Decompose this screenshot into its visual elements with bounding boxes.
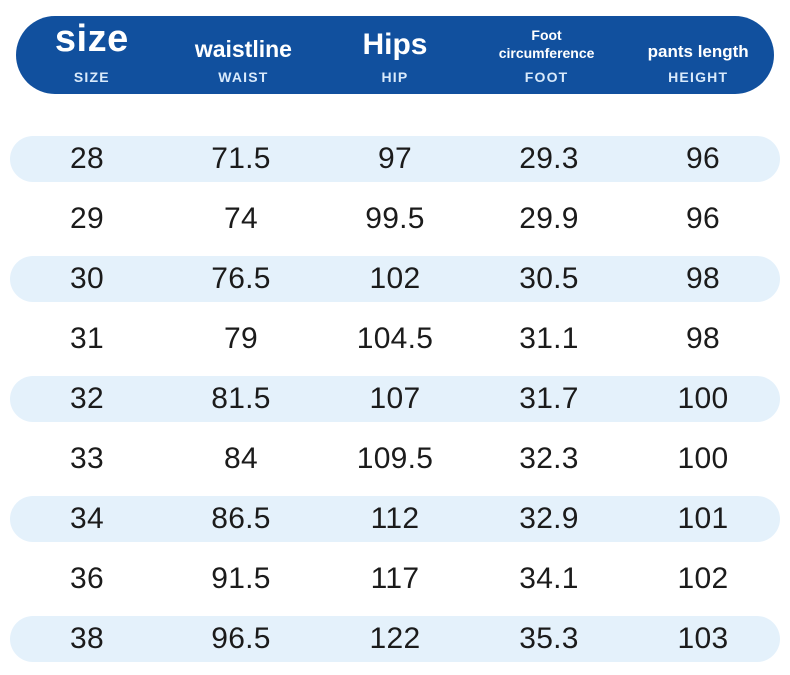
table-cell: 34.1 xyxy=(519,562,579,595)
table-cell: 33 xyxy=(70,442,104,475)
table-cell: 91.5 xyxy=(211,562,271,595)
table-cell: 98 xyxy=(686,262,720,295)
table-cell: 100 xyxy=(677,382,729,415)
table-row-pill: 31 79 104.5 31.1 98 xyxy=(10,316,780,362)
table-cell: 104.5 xyxy=(356,322,434,355)
table-row-pill: 38 96.5 122 35.3 103 xyxy=(10,616,780,662)
table-row-pill: 28 71.5 97 29.3 96 xyxy=(10,136,780,182)
header-sublabel-size: SIZE xyxy=(73,69,110,85)
table-cell: 74 xyxy=(224,202,258,235)
header-label-pants-length: pants length xyxy=(647,42,749,62)
table-row: 36 91.5 117 34.1 102 xyxy=(10,549,780,609)
header-col-foot-circumference: Foot circumference FOOT xyxy=(471,16,623,94)
table-cell: 76.5 xyxy=(211,262,271,295)
table-cell: 28 xyxy=(70,142,104,175)
table-cell: 112 xyxy=(370,502,420,535)
table-cell: 81.5 xyxy=(211,382,271,415)
table-cell: 32.3 xyxy=(519,442,579,475)
table-cell: 98 xyxy=(686,322,720,355)
table-row-pill: 33 84 109.5 32.3 100 xyxy=(10,436,780,482)
header-col-pants-length: pants length HEIGHT xyxy=(622,16,774,94)
table-cell: 117 xyxy=(370,562,420,595)
table-cell: 109.5 xyxy=(356,442,434,475)
table-row: 34 86.5 112 32.9 101 xyxy=(10,489,780,549)
header-sublabel-foot: FOOT xyxy=(524,69,569,85)
header-col-size: size SIZE xyxy=(16,16,168,94)
header-sublabel-waist: WAIST xyxy=(218,69,269,85)
table-cell: 29 xyxy=(70,202,104,235)
header-label-foot-circumference: Foot circumference xyxy=(498,26,595,61)
table-cell: 107 xyxy=(369,382,421,415)
table-row: 38 96.5 122 35.3 103 xyxy=(10,609,780,669)
header-col-hips: Hips HIP xyxy=(319,16,471,94)
header-sublabel-height: HEIGHT xyxy=(668,69,729,85)
table-cell: 102 xyxy=(369,262,421,295)
table-cell: 36 xyxy=(70,562,104,595)
table-cell: 101 xyxy=(677,502,729,535)
table-row: 31 79 104.5 31.1 98 xyxy=(10,309,780,369)
table-cell: 96.5 xyxy=(211,622,271,655)
header-label-hips: Hips xyxy=(362,27,428,61)
table-cell: 35.3 xyxy=(519,622,579,655)
table-cell: 38 xyxy=(70,622,104,655)
table-cell: 30 xyxy=(70,262,104,295)
table-cell: 31.7 xyxy=(519,382,579,415)
table-row: 32 81.5 107 31.7 100 xyxy=(10,369,780,429)
table-cell: 99.5 xyxy=(365,202,425,235)
table-cell: 71.5 xyxy=(211,142,271,175)
table-row: 28 71.5 97 29.3 96 xyxy=(10,129,780,189)
table-row-pill: 29 74 99.5 29.9 96 xyxy=(10,196,780,242)
table-cell: 86.5 xyxy=(211,502,271,535)
table-cell: 31.1 xyxy=(519,322,579,355)
table-cell: 84 xyxy=(224,442,258,475)
table-cell: 29.3 xyxy=(519,142,579,175)
table-cell: 32.9 xyxy=(519,502,579,535)
table-cell: 96 xyxy=(686,202,720,235)
table-row: 33 84 109.5 32.3 100 xyxy=(10,429,780,489)
table-header: size SIZE waistline WAIST Hips HIP Foot … xyxy=(16,16,774,94)
table-cell: 100 xyxy=(677,442,729,475)
table-cell: 103 xyxy=(677,622,729,655)
table-cell: 32 xyxy=(70,382,104,415)
header-label-size: size xyxy=(54,18,129,61)
table-cell: 29.9 xyxy=(519,202,579,235)
header-sublabel-hip: HIP xyxy=(381,69,409,85)
table-cell: 102 xyxy=(677,562,729,595)
table-body: 28 71.5 97 29.3 96 29 74 99.5 29.9 96 30 76.5 102 3… xyxy=(10,129,780,669)
table-row-pill: 34 86.5 112 32.9 101 xyxy=(10,496,780,542)
table-cell: 79 xyxy=(224,322,258,355)
table-row-pill: 32 81.5 107 31.7 100 xyxy=(10,376,780,422)
table-row: 29 74 99.5 29.9 96 xyxy=(10,189,780,249)
header-col-waistline: waistline WAIST xyxy=(168,16,320,94)
table-row-pill: 30 76.5 102 30.5 98 xyxy=(10,256,780,302)
table-cell: 31 xyxy=(70,322,104,355)
table-row: 30 76.5 102 30.5 98 xyxy=(10,249,780,309)
table-row-pill: 36 91.5 117 34.1 102 xyxy=(10,556,780,602)
table-cell: 30.5 xyxy=(519,262,579,295)
table-cell: 122 xyxy=(369,622,421,655)
table-cell: 34 xyxy=(70,502,104,535)
table-cell: 96 xyxy=(686,142,720,175)
header-label-waistline: waistline xyxy=(194,35,292,62)
table-cell: 97 xyxy=(378,142,412,175)
